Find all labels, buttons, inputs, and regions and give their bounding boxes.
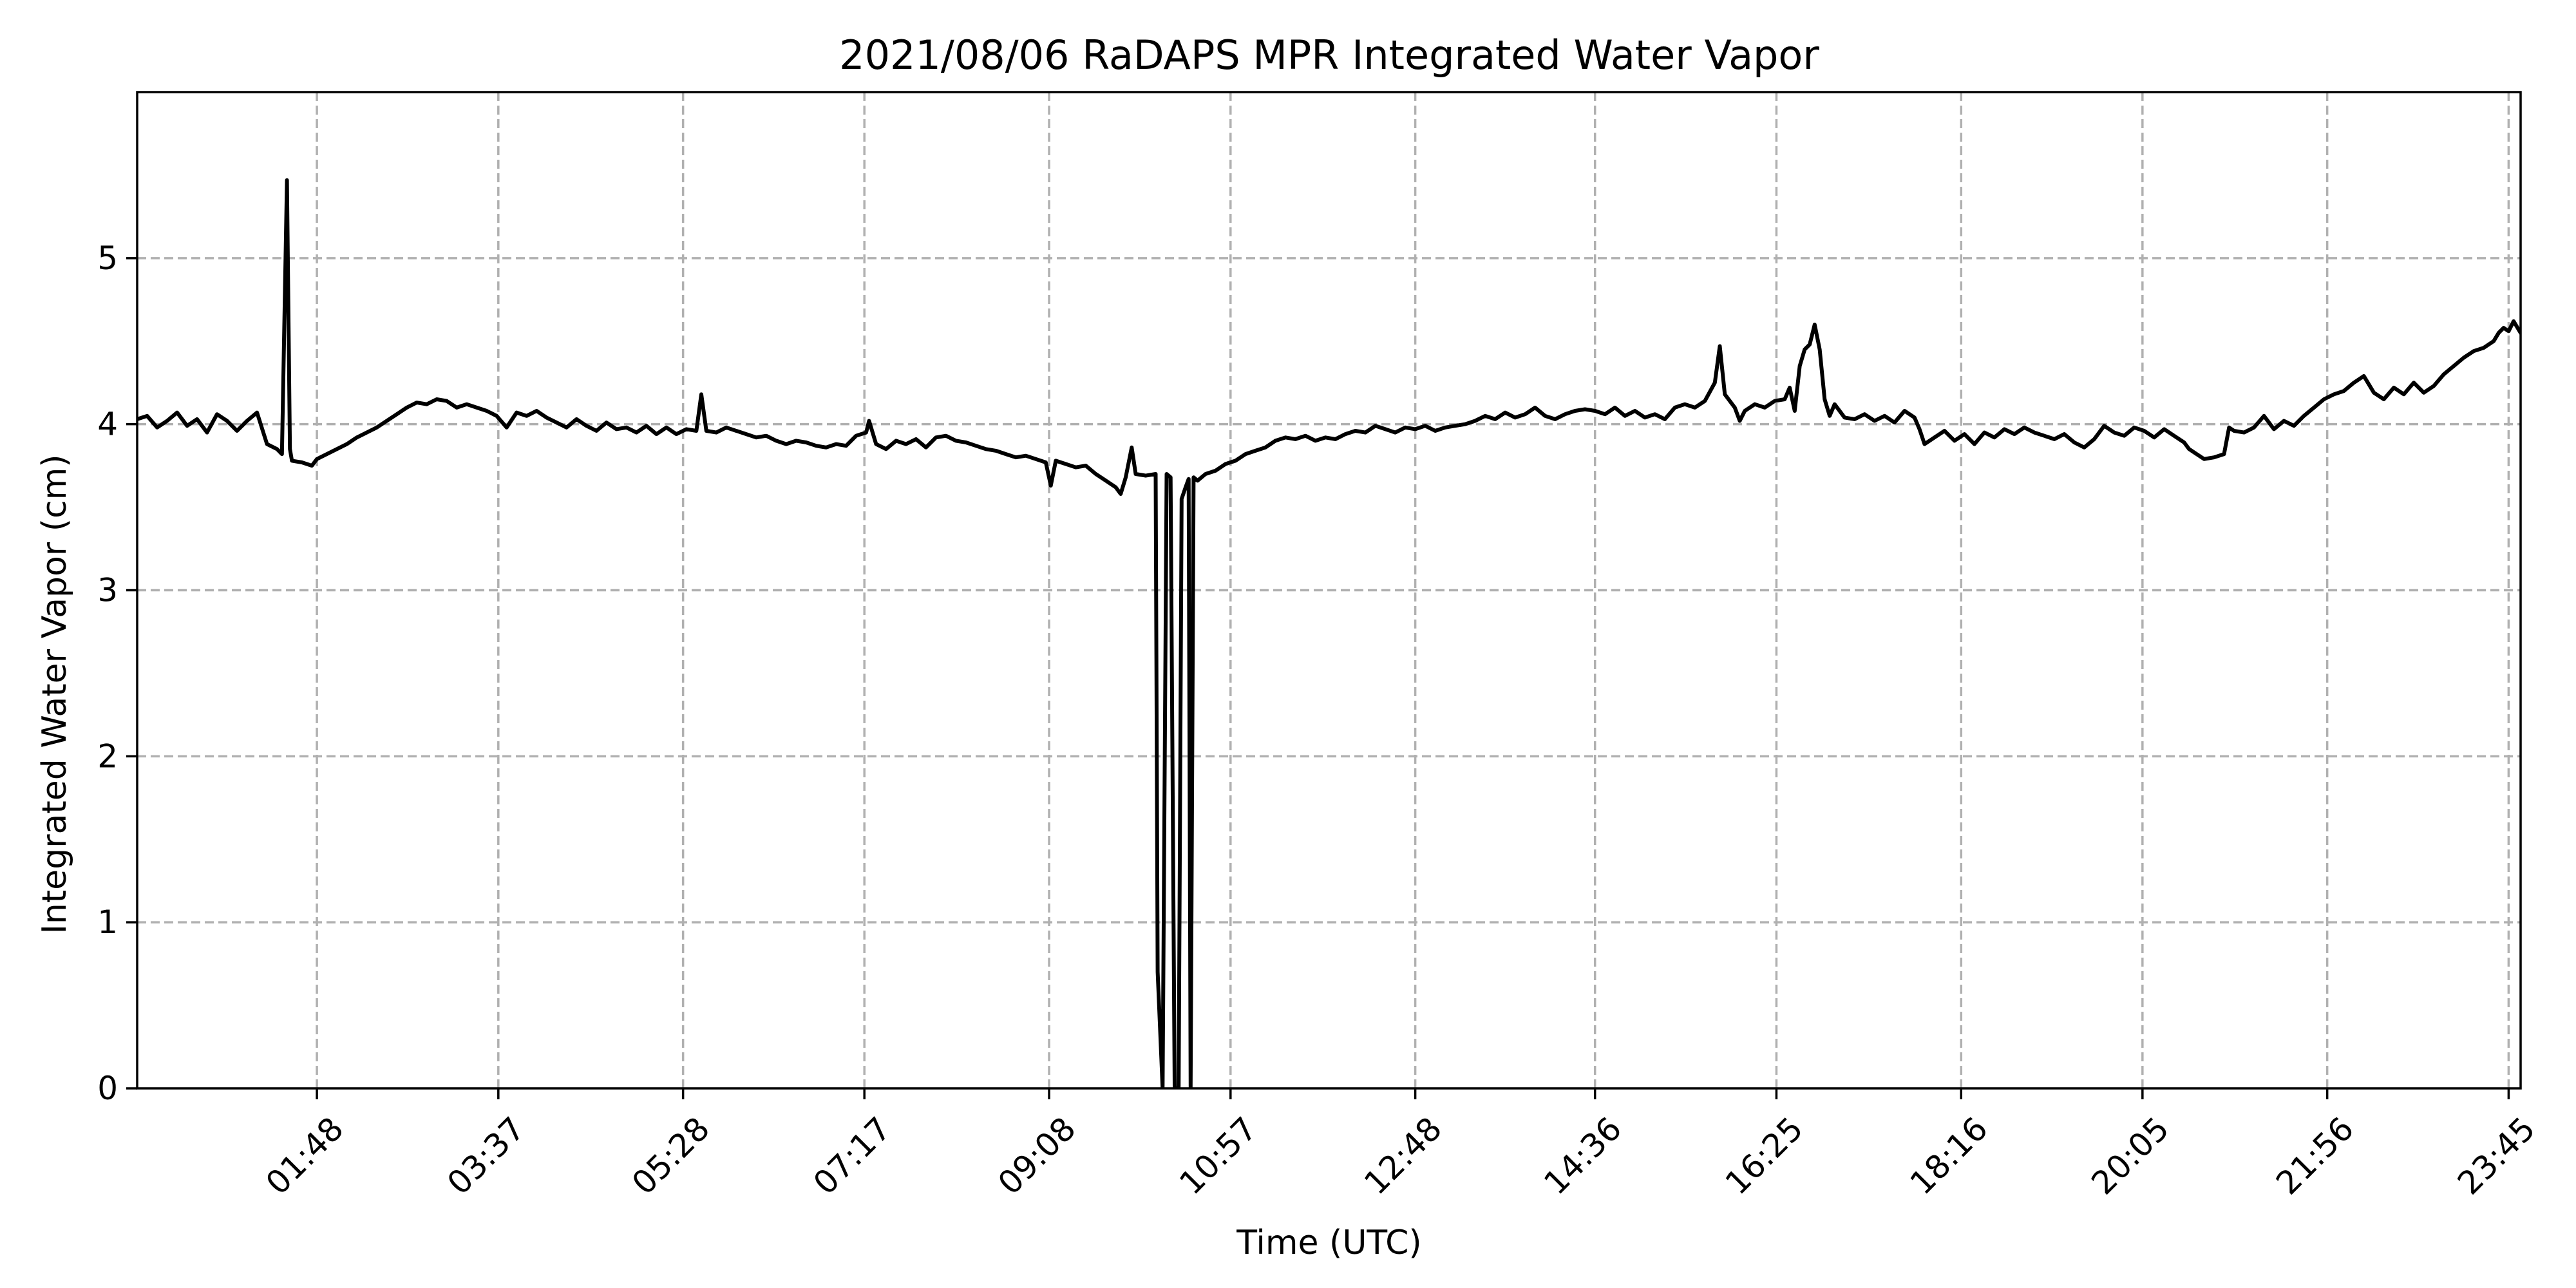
series-line [137,178,2521,1088]
y-tick-label: 5 [97,240,118,277]
y-axis-label: Integrated Water Vapor (cm) [35,454,74,934]
grid-lines [137,92,2521,1088]
y-tick-label: 1 [97,904,118,941]
series-layer [137,178,2521,1088]
y-tick-label: 2 [97,737,118,775]
y-tick-label: 3 [97,572,118,609]
x-axis-label: Time (UTC) [1236,1224,1421,1262]
y-tick-label: 4 [97,406,118,443]
chart-title: 2021/08/06 RaDAPS MPR Integrated Water V… [839,32,1819,79]
y-tick-label: 0 [97,1070,118,1107]
